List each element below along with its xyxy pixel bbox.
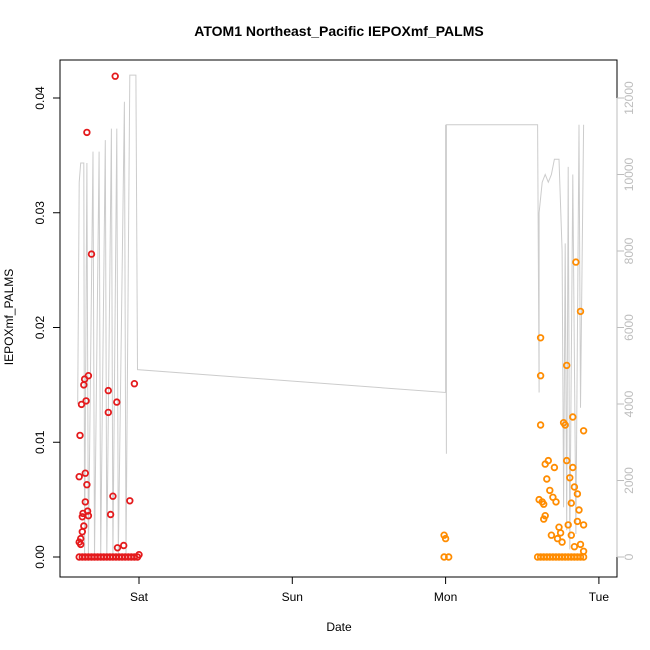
data-point	[566, 474, 574, 482]
data-point	[84, 512, 93, 520]
y-tick-label: 0.03	[33, 201, 47, 225]
y-axis-label: IEPOXmf_PALMS	[2, 269, 16, 365]
data-point	[561, 421, 569, 429]
data-point	[576, 553, 585, 561]
y-tick-label: 0.01	[33, 430, 47, 454]
data-point	[135, 551, 143, 559]
x-tick-label: Sat	[130, 590, 149, 604]
y2-tick-label: 4000	[622, 390, 636, 417]
data-point	[570, 543, 579, 551]
data-point	[104, 386, 112, 395]
y2-tick-label: 0	[622, 553, 636, 560]
data-point	[83, 128, 91, 137]
data-point	[113, 398, 121, 406]
data-point	[579, 521, 588, 529]
y2-tick-label: 6000	[622, 314, 636, 341]
data-point	[567, 531, 575, 539]
y-tick-label: 0.00	[33, 545, 47, 569]
data-point	[579, 547, 588, 555]
x-axis: Sat Sun Mon Tue	[130, 576, 610, 604]
data-point	[113, 544, 122, 552]
y2-tick-label: 8000	[622, 237, 636, 264]
data-point	[87, 250, 96, 258]
data-point	[544, 456, 552, 465]
y-tick-label: 0.02	[33, 315, 47, 339]
data-point	[130, 380, 139, 388]
data-point	[564, 521, 572, 529]
data-point	[111, 72, 119, 80]
y-axis-right: 0 2000 4000 6000 8000 10000 12000	[616, 81, 636, 560]
data-point	[81, 498, 89, 506]
plot-frame	[59, 59, 618, 578]
data-point	[556, 529, 565, 537]
data-point	[555, 523, 563, 531]
data-point	[440, 553, 448, 561]
series-line	[77, 74, 585, 558]
data-point	[540, 500, 548, 508]
data-point	[563, 456, 571, 465]
data-point	[106, 510, 115, 519]
y-tick-label: 0.04	[33, 86, 47, 110]
data-point	[553, 534, 562, 543]
data-point	[543, 475, 551, 483]
data-point	[579, 427, 588, 435]
data-point	[576, 307, 585, 316]
data-point	[567, 499, 575, 507]
data-point	[536, 372, 545, 380]
data-point	[576, 540, 585, 549]
data-point	[546, 486, 554, 495]
data-point	[126, 497, 134, 505]
data-point	[573, 517, 582, 526]
data-point	[78, 528, 86, 536]
data-point	[563, 361, 571, 370]
line-series-layer	[77, 74, 585, 558]
data-point	[569, 463, 577, 472]
data-point	[445, 553, 453, 561]
data-point	[75, 473, 83, 481]
data-point	[441, 534, 450, 543]
data-point	[76, 431, 84, 440]
data-point	[80, 522, 88, 530]
y2-tick-label: 10000	[622, 157, 636, 191]
data-point	[83, 481, 91, 489]
y2-tick-label: 2000	[622, 467, 636, 494]
data-point	[573, 490, 582, 498]
data-point	[536, 334, 545, 342]
data-point	[82, 397, 90, 405]
data-point	[550, 463, 559, 472]
x-tick-label: Sun	[282, 590, 303, 604]
data-point	[119, 541, 128, 550]
point-series-layer	[75, 72, 588, 561]
chart-title: ATOM1 Northeast_Pacific IEPOXmf_PALMS	[194, 23, 483, 39]
data-point	[541, 512, 549, 520]
data-point	[76, 534, 85, 543]
data-point	[84, 372, 93, 380]
data-point	[569, 413, 577, 421]
data-point	[77, 400, 86, 409]
x-axis-label: Date	[326, 620, 352, 634]
data-point	[572, 258, 580, 266]
data-point	[109, 492, 117, 500]
data-point	[570, 483, 579, 491]
data-point	[575, 506, 583, 514]
x-tick-label: Mon	[434, 590, 457, 604]
data-point	[81, 469, 89, 477]
data-point	[552, 498, 560, 506]
data-point	[547, 531, 556, 539]
y-axis-left: 0.00 0.01 0.02 0.03 0.04	[33, 86, 61, 569]
data-point	[104, 408, 112, 417]
data-point	[536, 421, 545, 429]
y2-tick-label: 12000	[622, 81, 636, 115]
x-tick-label: Tue	[589, 590, 610, 604]
data-point	[558, 538, 566, 546]
